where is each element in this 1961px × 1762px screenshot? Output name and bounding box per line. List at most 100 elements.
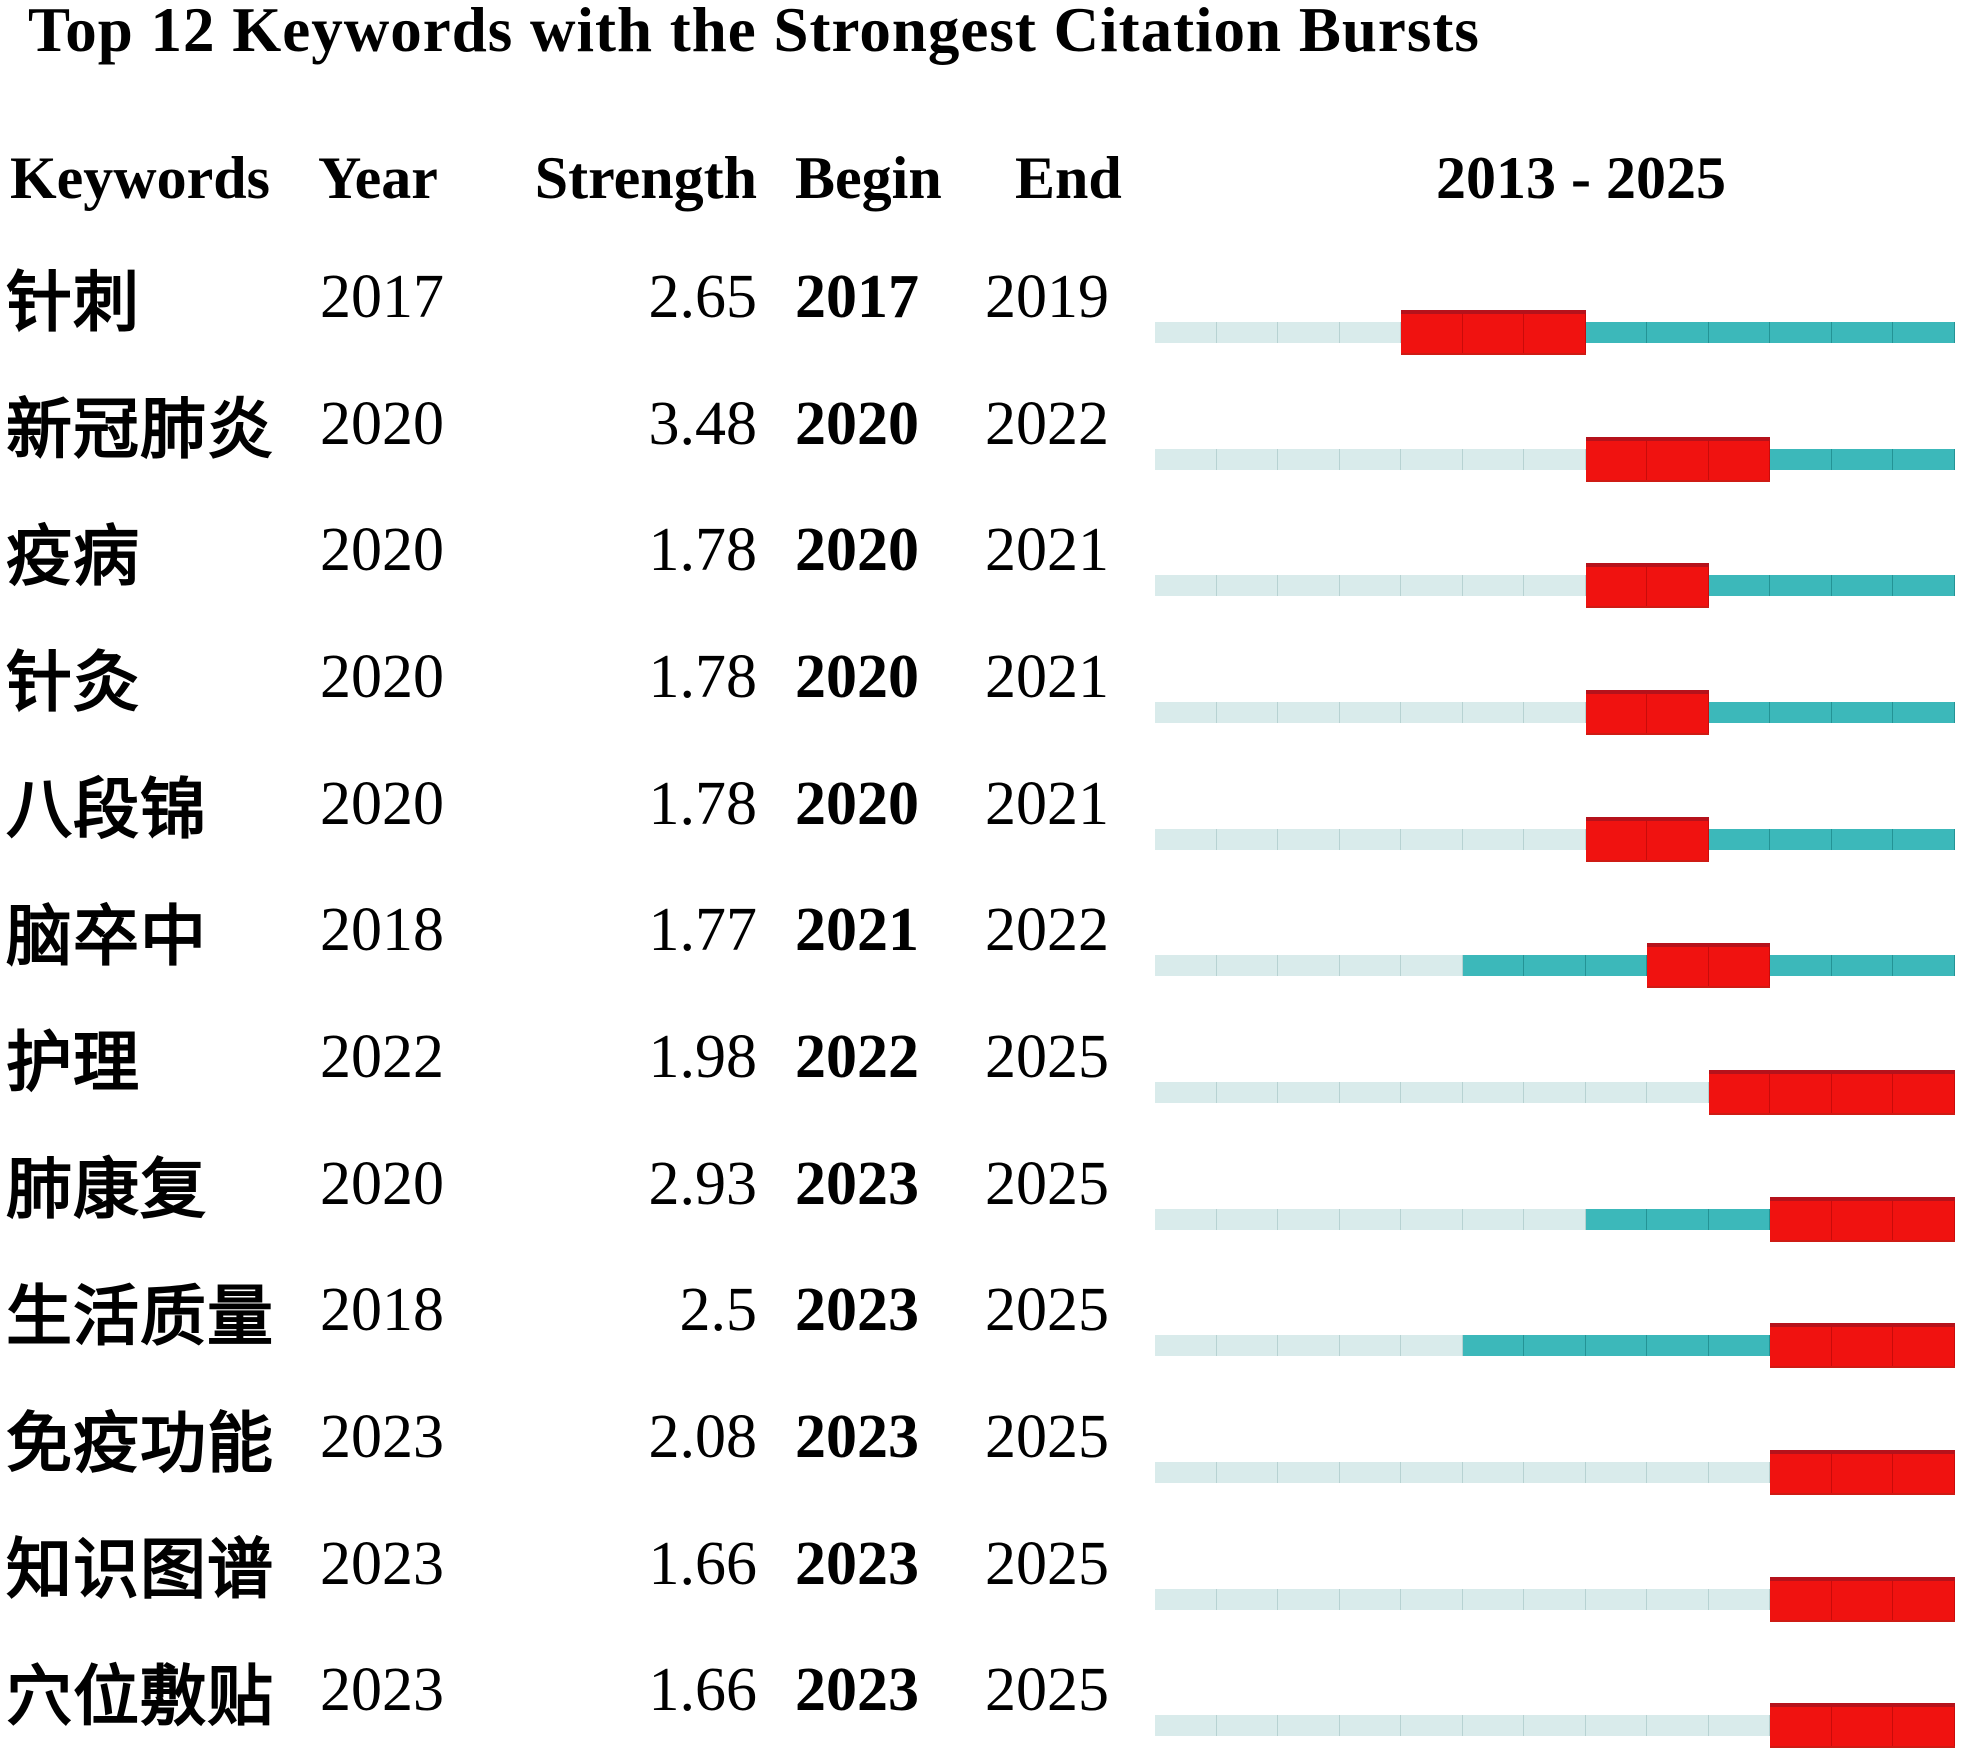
timeline-cell: [1155, 1636, 1961, 1762]
keyword-cell: 护理: [6, 1027, 140, 1101]
year-segment-pre: [1401, 955, 1463, 977]
year-segment-pre: [1401, 701, 1463, 723]
year-segment-pre: [1462, 1715, 1525, 1737]
column-header-year: Year: [318, 145, 438, 211]
table-row: 八段锦 2020 1.78 2020 2021: [0, 749, 1961, 876]
end-cell: 2021: [985, 642, 1109, 711]
year-segment-pre: [1524, 1715, 1586, 1737]
year-segment-pre: [1278, 575, 1340, 597]
year-segment-pre: [1524, 448, 1586, 470]
burst-timeline-bar: [1155, 309, 1955, 355]
year-segment-active: [1585, 1335, 1648, 1357]
year-cell: 2023: [320, 1403, 444, 1472]
end-cell: 2021: [985, 769, 1109, 838]
year-segment-pre: [1278, 1462, 1340, 1484]
year-segment-pre: [1216, 1208, 1279, 1230]
year-segment-pre: [1339, 1208, 1402, 1230]
year-segment-pre: [1216, 1715, 1279, 1737]
year-segment-active: [1770, 575, 1832, 597]
year-segment-active: [1893, 955, 1955, 977]
keyword-cell: 生活质量: [6, 1280, 274, 1354]
year-segment-active: [1462, 1335, 1525, 1357]
strength-cell: 1.78: [648, 642, 758, 711]
year-segment-pre: [1339, 448, 1402, 470]
year-segment-active: [1708, 1335, 1771, 1357]
year-cell: 2022: [320, 1022, 444, 1091]
year-segment-burst: [1770, 1703, 1832, 1749]
year-segment-active: [1708, 321, 1771, 343]
burst-timeline-bar: [1155, 1703, 1955, 1749]
year-segment-pre: [1401, 1462, 1463, 1484]
timeline-cell: [1155, 1256, 1961, 1383]
begin-cell: 2023: [795, 1656, 919, 1725]
year-cell: 2018: [320, 896, 444, 965]
year-segment-pre: [1647, 1588, 1709, 1610]
year-segment-pre: [1524, 701, 1586, 723]
year-segment-pre: [1524, 1208, 1586, 1230]
strength-cell: 1.66: [648, 1656, 758, 1725]
strength-cell: 3.48: [648, 389, 758, 458]
year-segment-pre: [1585, 1462, 1648, 1484]
column-header-keywords: Keywords: [10, 145, 270, 211]
year-segment-pre: [1339, 575, 1402, 597]
strength-cell: 1.66: [648, 1529, 758, 1598]
year-segment-pre: [1216, 1335, 1279, 1357]
year-segment-burst: [1893, 1196, 1955, 1242]
year-segment-pre: [1278, 321, 1340, 343]
year-segment-burst: [1585, 689, 1648, 735]
end-cell: 2025: [985, 1149, 1109, 1218]
end-cell: 2025: [985, 1403, 1109, 1472]
burst-timeline-bar: [1155, 1069, 1955, 1115]
table-row: 针灸 2020 1.78 2020 2021: [0, 622, 1961, 749]
burst-timeline-bar: [1155, 816, 1955, 862]
year-segment-pre: [1462, 701, 1525, 723]
year-segment-pre: [1216, 955, 1279, 977]
year-segment-pre: [1155, 955, 1217, 977]
year-segment-pre: [1155, 321, 1217, 343]
year-segment-pre: [1155, 1208, 1217, 1230]
year-segment-burst: [1770, 1069, 1832, 1115]
burst-table: Keywords Year Strength Begin End 2013 - …: [0, 115, 1961, 1762]
begin-cell: 2023: [795, 1149, 919, 1218]
year-segment-pre: [1524, 575, 1586, 597]
strength-cell: 1.78: [648, 516, 758, 585]
year-cell: 2017: [320, 262, 444, 331]
timeline-cell: [1155, 875, 1961, 1002]
begin-cell: 2020: [795, 389, 919, 458]
year-segment-active: [1708, 1208, 1771, 1230]
year-segment-pre: [1339, 1462, 1402, 1484]
year-segment-pre: [1401, 1208, 1463, 1230]
end-cell: 2019: [985, 262, 1109, 331]
year-segment-burst: [1585, 816, 1648, 862]
year-segment-pre: [1216, 1588, 1279, 1610]
year-segment-pre: [1524, 1588, 1586, 1610]
year-segment-active: [1647, 321, 1709, 343]
begin-cell: 2023: [795, 1529, 919, 1598]
year-segment-pre: [1216, 321, 1279, 343]
year-segment-pre: [1216, 448, 1279, 470]
year-segment-active: [1462, 955, 1525, 977]
year-segment-pre: [1278, 955, 1340, 977]
year-cell: 2020: [320, 389, 444, 458]
year-segment-pre: [1401, 1588, 1463, 1610]
year-segment-pre: [1278, 1588, 1340, 1610]
timeline-cell: [1155, 1002, 1961, 1129]
year-segment-pre: [1339, 701, 1402, 723]
year-cell: 2020: [320, 516, 444, 585]
timeline-cell: [1155, 1509, 1961, 1636]
year-segment-active: [1647, 1335, 1709, 1357]
timeline-cell: [1155, 622, 1961, 749]
year-segment-active: [1524, 1335, 1586, 1357]
year-segment-pre: [1278, 1335, 1340, 1357]
timeline-cell: [1155, 1382, 1961, 1509]
year-segment-pre: [1155, 1462, 1217, 1484]
end-cell: 2025: [985, 1022, 1109, 1091]
year-segment-pre: [1278, 448, 1340, 470]
year-segment-active: [1893, 828, 1955, 850]
year-segment-active: [1770, 955, 1832, 977]
year-segment-burst: [1401, 309, 1463, 355]
year-segment-burst: [1647, 816, 1709, 862]
keyword-cell: 穴位敷贴: [6, 1660, 274, 1734]
year-segment-burst: [1831, 1450, 1894, 1496]
